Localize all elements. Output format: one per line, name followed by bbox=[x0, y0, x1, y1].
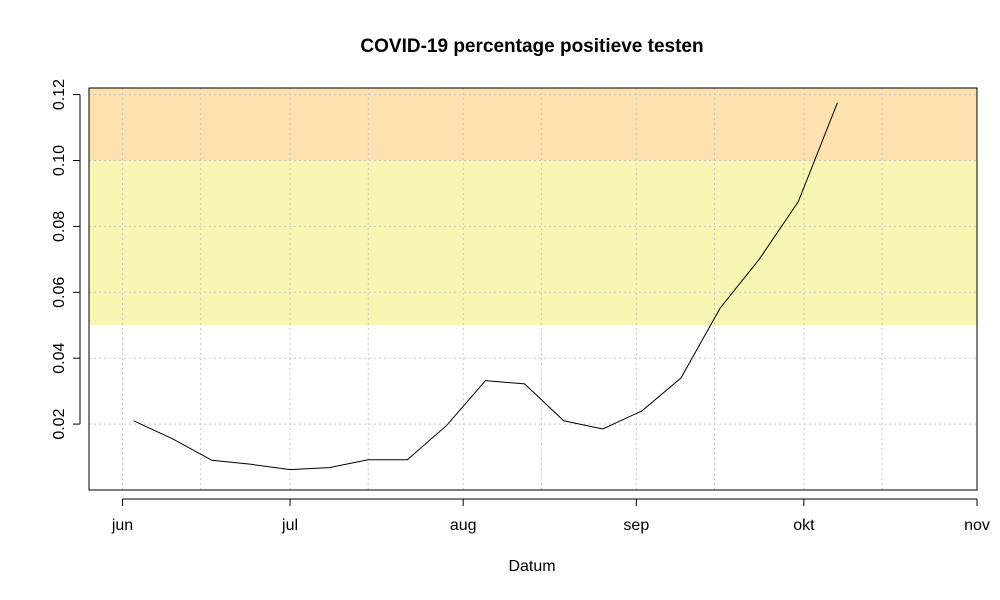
threshold-band-0 bbox=[89, 160, 977, 326]
y-tick-label-5: 0.12 bbox=[51, 79, 68, 110]
y-axis: 0.02 0.04 0.06 0.08 0.10 0.12 bbox=[51, 79, 81, 440]
x-tick-label-3: sep bbox=[623, 517, 649, 534]
x-tick-label-4: okt bbox=[793, 517, 815, 534]
series-line-0 bbox=[133, 102, 838, 471]
threshold-bands bbox=[89, 88, 977, 326]
y-tick-label-2: 0.06 bbox=[51, 277, 68, 308]
x-tick-label-2: aug bbox=[450, 517, 477, 534]
x-axis-title: Datum bbox=[508, 558, 555, 575]
y-tick-label-4: 0.10 bbox=[51, 145, 68, 176]
plot-frame bbox=[88, 87, 978, 491]
x-axis: jun jul aug sep okt nov bbox=[111, 498, 990, 534]
series-layer bbox=[133, 102, 838, 471]
threshold-band-1 bbox=[89, 88, 977, 161]
x-tick-label-5: nov bbox=[964, 517, 990, 534]
y-tick-label-1: 0.04 bbox=[51, 343, 68, 374]
y-tick-label-0: 0.02 bbox=[51, 408, 68, 439]
x-tick-label-1: jul bbox=[281, 517, 298, 534]
y-tick-label-3: 0.08 bbox=[51, 211, 68, 242]
x-tick-label-0: jun bbox=[111, 517, 133, 534]
chart-title: COVID-19 percentage positieve testen bbox=[360, 36, 703, 57]
